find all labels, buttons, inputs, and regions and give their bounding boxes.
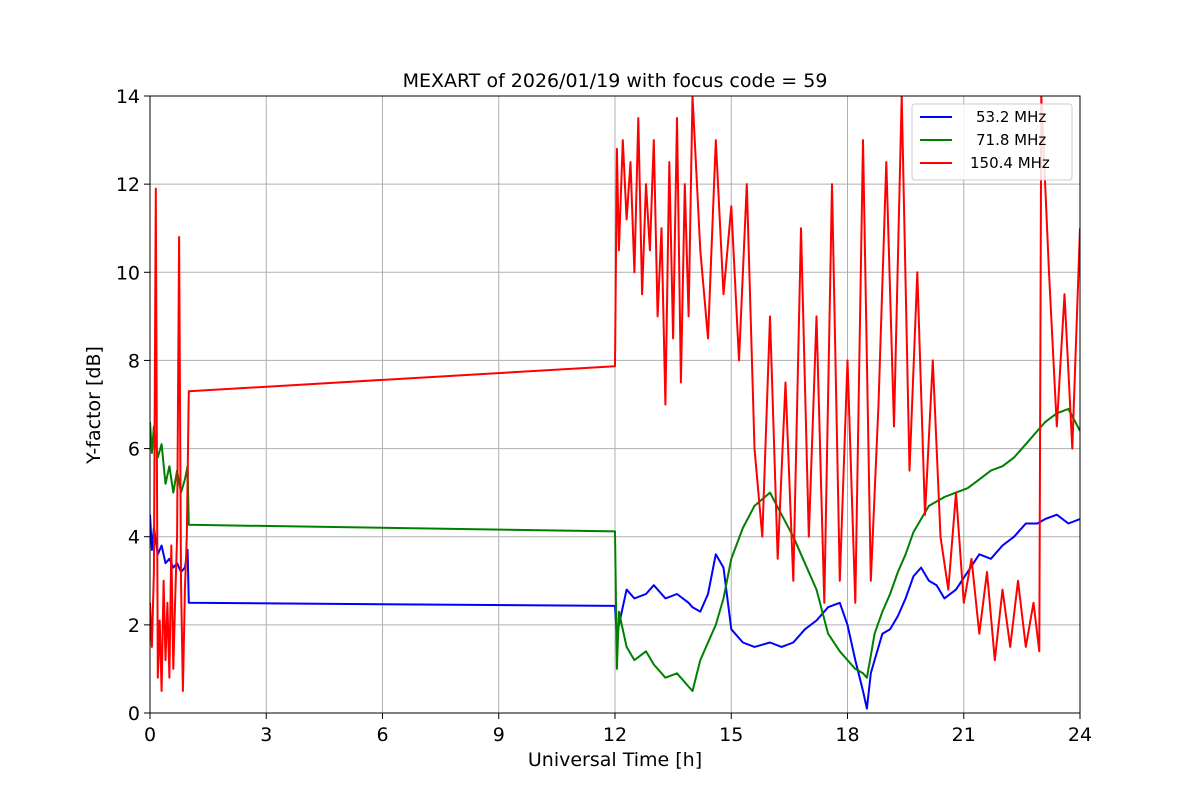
legend-label-53: 53.2 MHz: [976, 108, 1046, 126]
x-tick-label: 18: [835, 724, 859, 746]
x-tick-label: 24: [1068, 724, 1092, 746]
y-axis-label: Y-factor [dB]: [83, 346, 105, 465]
legend-label-71: 71.8 MHz: [976, 131, 1046, 149]
y-tick-label: 8: [128, 350, 140, 372]
y-tick-label: 2: [128, 615, 140, 637]
series-group: [150, 96, 1080, 710]
y-tick-label: 12: [116, 174, 140, 196]
x-tick-label: 3: [260, 724, 272, 746]
x-axis-ticks: 0 3 6 9 12 15 18 21 24: [144, 713, 1092, 746]
x-tick-label: 15: [719, 724, 743, 746]
chart-title: MEXART of 2026/01/19 with focus code = 5…: [403, 70, 828, 92]
legend-label-150: 150.4 MHz: [970, 154, 1050, 172]
y-tick-label: 14: [116, 86, 140, 108]
x-tick-label: 6: [376, 724, 388, 746]
x-tick-label: 12: [603, 724, 627, 746]
series-line-2: [150, 96, 1080, 692]
x-tick-label: 9: [493, 724, 505, 746]
y-tick-label: 10: [116, 262, 140, 284]
y-tick-label: 6: [128, 439, 140, 461]
x-axis-label: Universal Time [h]: [528, 749, 702, 771]
y-tick-label: 4: [128, 527, 140, 549]
legend: 53.2 MHz 71.8 MHz 150.4 MHz: [911, 103, 1073, 181]
x-tick-label: 0: [144, 724, 156, 746]
y-tick-label: 0: [128, 703, 140, 725]
y-axis-ticks: 0 2 4 6 8 10 12 14: [116, 86, 150, 725]
x-tick-label: 21: [952, 724, 976, 746]
legend-box: [911, 103, 1073, 181]
series-line-1: [150, 407, 1080, 692]
